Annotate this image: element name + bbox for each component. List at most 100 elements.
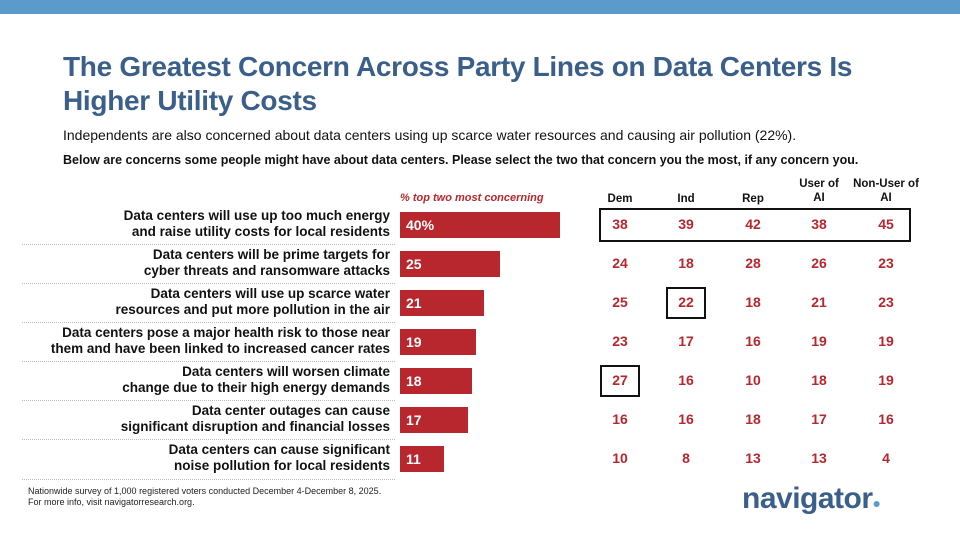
bar-value-label: 40%	[406, 217, 435, 233]
table-cell: 23	[878, 255, 894, 271]
category-label-line: cyber threats and ransomware attacks	[143, 263, 390, 278]
subtitle: Independents are also concerned about da…	[63, 127, 797, 143]
category-label-line: Data centers will be prime targets for	[152, 247, 390, 262]
category-label-line: Data centers will worsen climate	[182, 364, 390, 379]
table-cell: 17	[811, 411, 827, 427]
row-separator	[22, 479, 395, 480]
table-cell: 38	[612, 216, 628, 232]
category-label: Data centers will use up scarce water res…	[10, 286, 390, 318]
category-label-line: Data centers can cause significant	[168, 442, 390, 457]
column-header: Dem	[580, 192, 660, 206]
bar-value-label: 19	[406, 334, 422, 350]
table-cell: 19	[878, 372, 894, 388]
table-cell: 27	[612, 372, 628, 388]
table-cell: 4	[882, 450, 890, 466]
footnote-line: Nationwide survey of 1,000 registered vo…	[28, 486, 382, 496]
category-label-line: Data centers will use up too much energy	[123, 208, 390, 223]
table-cell: 13	[745, 450, 761, 466]
table-cell: 45	[878, 216, 894, 232]
row-separator	[22, 322, 395, 323]
bar: 11	[400, 446, 444, 472]
table-cell: 18	[745, 294, 761, 310]
table-cell: 25	[612, 294, 628, 310]
table-cell: 19	[811, 333, 827, 349]
table-cell: 42	[745, 216, 761, 232]
category-label-line: change due to their high energy demands	[122, 380, 390, 395]
column-header: Ind	[646, 192, 726, 206]
column-header-line: Rep	[742, 193, 764, 205]
category-label: Data centers will worsen climate change d…	[10, 364, 390, 396]
bar-value-label: 11	[406, 451, 421, 467]
logo-text: navigator	[742, 482, 873, 515]
navigator-logo: navigator●	[742, 482, 881, 516]
table-cell: 10	[612, 450, 628, 466]
table-cell: 16	[612, 411, 628, 427]
highlight-box	[666, 287, 706, 319]
table-cell: 18	[745, 411, 761, 427]
table-cell: 39	[678, 216, 694, 232]
category-label: Data centers will use up too much energy…	[10, 208, 390, 240]
table-cell: 16	[678, 411, 694, 427]
top-bar	[0, 0, 960, 14]
table-cell: 24	[612, 255, 628, 271]
row-separator	[22, 283, 395, 284]
column-header-line: User of	[799, 178, 839, 190]
table-cell: 8	[682, 450, 690, 466]
bar-value-label: 21	[406, 295, 422, 311]
column-header-line: Ind	[677, 193, 695, 205]
table-cell: 23	[612, 333, 628, 349]
logo-dot: ●	[872, 495, 881, 511]
category-label-line: resources and put more pollution in the …	[115, 302, 390, 317]
footnote-line: For more info, visit navigatorresearch.o…	[28, 497, 195, 507]
table-cell: 28	[745, 255, 761, 271]
category-label-line: Data centers pose a major health risk to…	[62, 325, 390, 340]
table-cell: 19	[878, 333, 894, 349]
category-label-line: Data centers will use up scarce water	[150, 286, 390, 301]
table-cell: 13	[811, 450, 827, 466]
category-label-line: significant disruption and financial los…	[120, 419, 390, 434]
row-separator	[22, 244, 395, 245]
column-header: User of AI	[779, 177, 859, 205]
row-separator	[22, 361, 395, 362]
row-separator	[22, 400, 395, 401]
table-cell: 16	[678, 372, 694, 388]
table-cell: 17	[678, 333, 694, 349]
footnote: Nationwide survey of 1,000 registered vo…	[28, 486, 381, 508]
highlight-box	[600, 365, 640, 397]
bar: 25	[400, 251, 500, 277]
table-cell: 10	[745, 372, 761, 388]
bar: 17	[400, 407, 468, 433]
bar-value-label: 17	[406, 412, 422, 428]
category-label-line: them and have been linked to increased c…	[50, 341, 390, 356]
column-header: Non-User of AI	[846, 177, 926, 205]
survey-question: Below are concerns some people might hav…	[63, 153, 859, 167]
column-header: Rep	[713, 192, 793, 206]
column-header-line: Non-User of	[853, 178, 919, 190]
category-label-line: and raise utility costs for local reside…	[131, 224, 390, 239]
category-label: Data centers will be prime targets for cy…	[10, 247, 390, 279]
table-cell: 16	[745, 333, 761, 349]
bar-value-label: 18	[406, 373, 422, 389]
category-label: Data centers pose a major health risk to…	[10, 325, 390, 357]
table-cell: 23	[878, 294, 894, 310]
bar-header: % top two most concerning	[400, 192, 544, 204]
table-cell: 16	[878, 411, 894, 427]
table-cell: 26	[811, 255, 827, 271]
bar: 21	[400, 290, 484, 316]
category-label: Data center outages can cause significant…	[10, 403, 390, 435]
column-header-line: AI	[880, 192, 892, 204]
row-separator	[22, 439, 395, 440]
bar: 18	[400, 368, 472, 394]
highlight-box	[599, 208, 911, 242]
bar-value-label: 25	[406, 256, 422, 272]
table-cell: 18	[678, 255, 694, 271]
table-cell: 22	[678, 294, 694, 310]
table-cell: 38	[811, 216, 827, 232]
bar: 19	[400, 329, 476, 355]
category-label: Data centers can cause significant noise …	[10, 442, 390, 474]
column-header-line: Dem	[607, 193, 633, 205]
page-title: The Greatest Concern Across Party Lines …	[63, 51, 853, 116]
table-cell: 18	[811, 372, 827, 388]
column-header-line: AI	[813, 192, 825, 204]
bar: 40%	[400, 212, 560, 238]
